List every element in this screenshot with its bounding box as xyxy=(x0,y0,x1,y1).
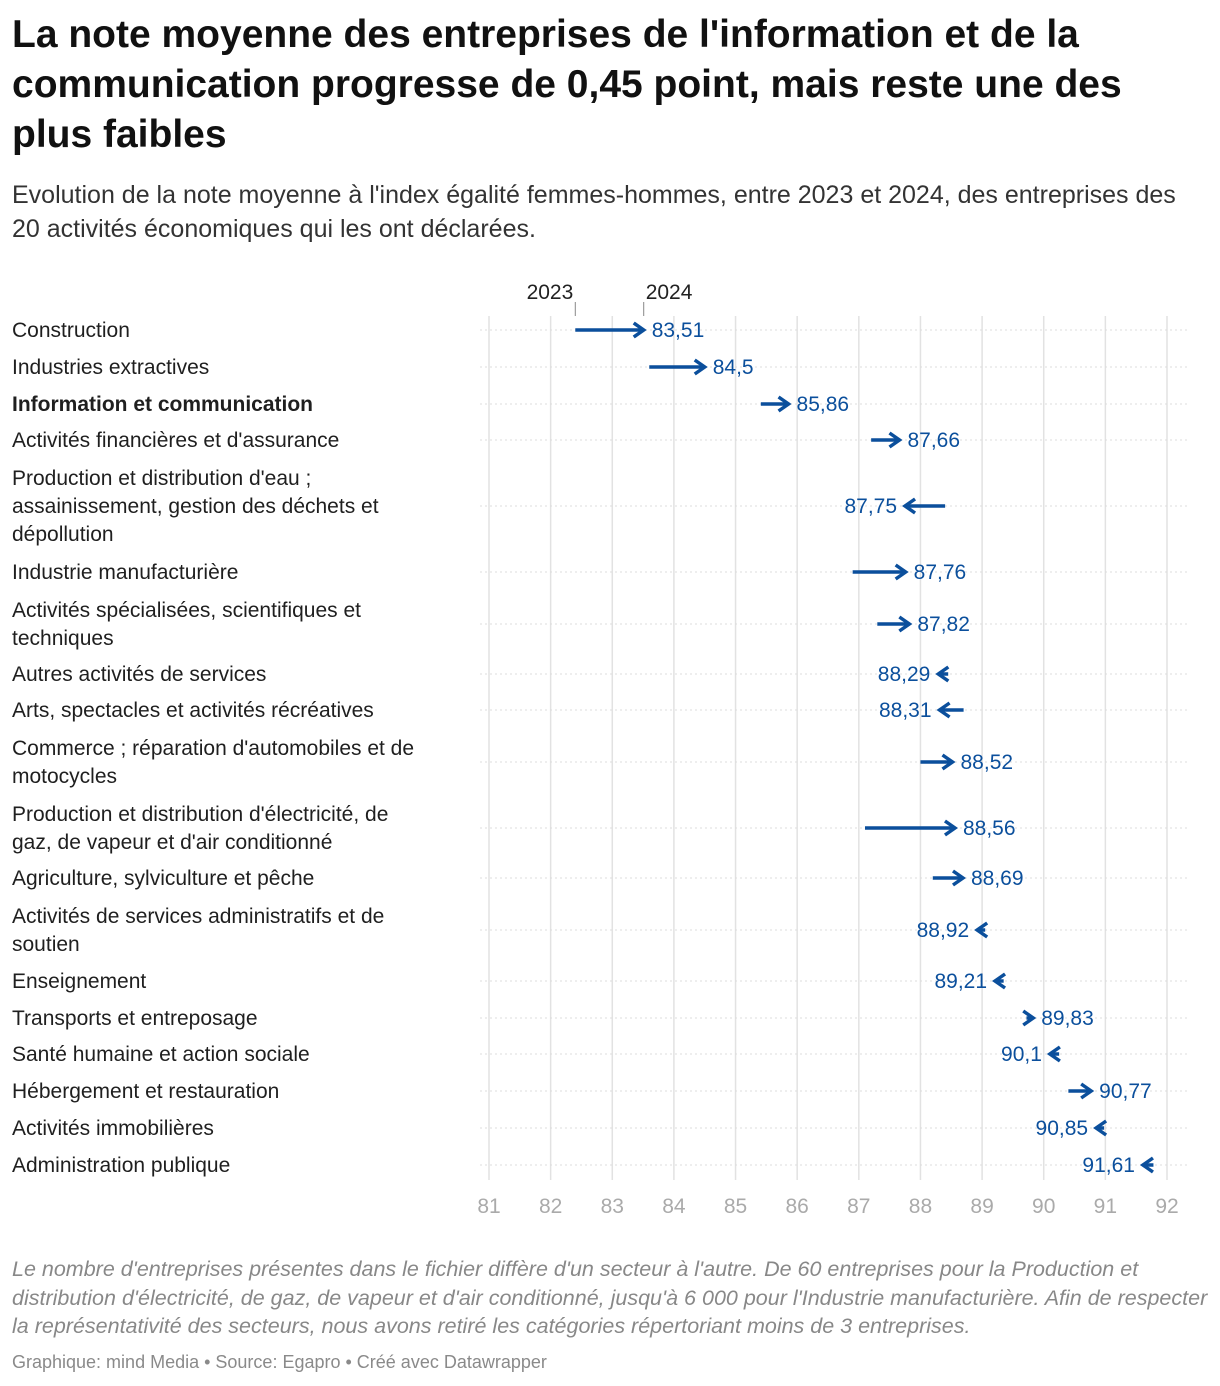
arrow-head xyxy=(693,358,708,376)
x-tick-label: 85 xyxy=(724,1195,747,1218)
value-label: 89,83 xyxy=(1041,1007,1094,1030)
chart-subtitle: Evolution de la note moyenne à l'index é… xyxy=(12,181,1176,243)
category-label: Transports et entreposage xyxy=(12,1007,258,1030)
arrow-head xyxy=(943,819,959,837)
arrow-head xyxy=(935,665,950,683)
arrow-head xyxy=(894,563,909,581)
arrow-head xyxy=(1093,1119,1108,1137)
category-label: assainissement, gestion des déchets et xyxy=(12,495,379,518)
value-label: 87,76 xyxy=(914,561,967,584)
x-tick-label: 84 xyxy=(662,1195,686,1218)
arrow-head xyxy=(777,395,792,413)
category-label: Activités immobilières xyxy=(12,1117,214,1140)
value-label: 88,52 xyxy=(961,751,1014,774)
category-label: Information et communication xyxy=(12,393,313,416)
category-label: techniques xyxy=(12,627,114,650)
arrow-head xyxy=(888,431,903,449)
value-label: 88,92 xyxy=(917,919,970,942)
x-tick-label: 83 xyxy=(601,1195,624,1218)
arrow-head xyxy=(901,497,917,515)
value-label: 90,85 xyxy=(1036,1117,1089,1140)
chart-credits: Graphique: mind Media • Source: Egapro •… xyxy=(12,1352,547,1372)
x-tick-label: 87 xyxy=(847,1195,870,1218)
arrow-head xyxy=(951,869,967,887)
value-label: 87,66 xyxy=(907,429,960,452)
category-label: Autres activités de services xyxy=(12,663,266,686)
value-label: 83,51 xyxy=(652,319,705,342)
x-tick-label: 91 xyxy=(1094,1195,1117,1218)
arrow-head xyxy=(898,615,913,633)
arrow-head xyxy=(1022,1009,1037,1027)
value-label: 88,56 xyxy=(963,817,1016,840)
category-label: dépollution xyxy=(12,523,114,546)
value-label: 87,82 xyxy=(917,613,970,636)
x-tick-label: 86 xyxy=(786,1195,809,1218)
category-label: Activités de services administratifs et … xyxy=(12,905,384,928)
category-label: soutien xyxy=(12,933,80,956)
x-tick-label: 90 xyxy=(1032,1195,1055,1218)
chart-title: La note moyenne des entreprises de l'inf… xyxy=(12,13,1122,156)
value-label: 90,77 xyxy=(1099,1080,1152,1103)
arrow-head xyxy=(936,701,951,719)
category-label: motocycles xyxy=(12,765,117,788)
category-label: Construction xyxy=(12,319,130,342)
category-label: Agriculture, sylviculture et pêche xyxy=(12,867,314,890)
arrow-head xyxy=(632,321,647,339)
legend-label-2023: 2023 xyxy=(527,281,574,304)
category-label: Activités spécialisées, scientifiques et xyxy=(12,599,361,622)
arrow-head xyxy=(991,972,1007,990)
x-tick-label: 82 xyxy=(539,1195,562,1218)
value-label: 88,69 xyxy=(971,867,1024,890)
category-label: Industries extractives xyxy=(12,356,209,379)
value-label: 87,75 xyxy=(844,495,897,518)
chart-note: Le nombre d'entreprises présentes dans l… xyxy=(12,1257,1208,1338)
category-label: Activités financières et d'assurance xyxy=(12,429,339,452)
arrow-head xyxy=(1139,1156,1154,1174)
arrow-head xyxy=(941,753,956,771)
value-label: 90,1 xyxy=(1001,1043,1042,1066)
x-tick-label: 89 xyxy=(970,1195,993,1218)
category-label: Commerce ; réparation d'automobiles et d… xyxy=(12,737,414,760)
value-label: 84,5 xyxy=(713,356,754,379)
legend-label-2024: 2024 xyxy=(646,281,693,304)
category-label: Production et distribution d'électricité… xyxy=(12,803,388,826)
category-label: Arts, spectacles et activités récréative… xyxy=(12,699,374,722)
arrow-head xyxy=(974,921,989,939)
x-tick-label: 88 xyxy=(909,1195,932,1218)
value-label: 89,21 xyxy=(934,970,987,993)
value-label: 85,86 xyxy=(797,393,850,416)
arrow-head xyxy=(1046,1045,1061,1063)
category-label: Enseignement xyxy=(12,970,146,993)
value-label: 88,29 xyxy=(878,663,931,686)
category-label: Production et distribution d'eau ; xyxy=(12,467,311,490)
category-label: Administration publique xyxy=(12,1154,230,1177)
value-label: 91,61 xyxy=(1082,1154,1135,1177)
x-tick-label: 92 xyxy=(1155,1195,1178,1218)
category-label: gaz, de vapeur et d'air conditionné xyxy=(12,831,332,854)
value-label: 88,31 xyxy=(879,699,932,722)
category-label: Hébergement et restauration xyxy=(12,1080,279,1103)
arrow-head xyxy=(1080,1082,1095,1100)
category-label: Santé humaine et action sociale xyxy=(12,1043,310,1066)
x-tick-label: 81 xyxy=(477,1195,500,1218)
category-label: Industrie manufacturière xyxy=(12,561,238,584)
arrow-chart: 81 82 83 84 85 86 87 88 89 90 91 92 2023 2024 Construc… xyxy=(12,281,1190,1218)
